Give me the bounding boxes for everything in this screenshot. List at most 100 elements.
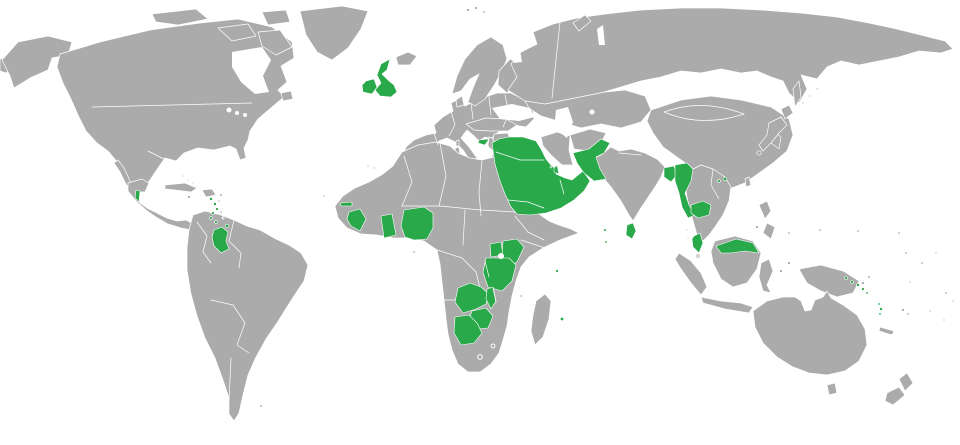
aral-sea (589, 109, 595, 115)
great-lake-2 (235, 111, 239, 115)
south-america (186, 210, 309, 422)
micronesia-2 (818, 228, 822, 232)
botswana (453, 314, 483, 346)
comoros (519, 294, 523, 298)
tonga-1 (928, 309, 932, 313)
bahamas-2 (186, 178, 190, 182)
marshall (934, 251, 938, 255)
border-nepal (618, 152, 642, 156)
country-border-lines (91, 21, 745, 401)
sri-lanka (625, 222, 637, 240)
caspian-sea (555, 107, 573, 138)
new-britain (861, 281, 865, 285)
singapore-ring (696, 254, 700, 258)
nigeria (400, 206, 434, 241)
solomon-5 (865, 291, 869, 295)
kuril-1 (801, 101, 805, 105)
malaysia-peninsular (691, 232, 704, 254)
lesotho-enclave (477, 354, 483, 360)
vanuatu-2 (879, 307, 883, 311)
zambia (454, 282, 490, 314)
pakistan (572, 138, 611, 182)
moluccas-1 (779, 269, 783, 273)
cyprus (477, 138, 490, 146)
falkland-islands (259, 404, 263, 408)
hudson-bay (232, 47, 271, 94)
white-sea (512, 50, 522, 63)
baffin-island (257, 29, 293, 56)
solomon-3 (856, 283, 860, 287)
border-us-mexico (147, 150, 175, 163)
hispaniola (201, 188, 217, 198)
eswatini-enclave (490, 343, 496, 349)
border-ural (551, 21, 561, 99)
nauru (904, 251, 908, 255)
maldives-1 (603, 228, 607, 232)
canary-2 (372, 166, 376, 170)
antilles-green-1 (209, 197, 213, 201)
arctic-island-1 (151, 8, 209, 26)
honshu (758, 116, 788, 152)
newfoundland (280, 90, 294, 102)
bahrain (549, 165, 553, 169)
border-mongolia-north (663, 105, 745, 115)
madagascar (530, 293, 552, 346)
kuril-2 (808, 94, 812, 98)
vanuatu-1 (877, 302, 881, 306)
north-america (56, 18, 295, 197)
border-sudan-chad (462, 209, 466, 246)
micronesia-4 (897, 231, 901, 235)
micronesia-3 (856, 229, 860, 233)
sulawesi (758, 258, 774, 294)
antilles-green-3 (215, 207, 219, 211)
moluccas-2 (787, 261, 791, 265)
solomon-1 (844, 276, 848, 280)
denmark (455, 95, 465, 108)
kyushu (756, 150, 762, 156)
malaysia-east (715, 238, 760, 254)
canary-1 (366, 164, 370, 168)
arctic-island-3 (261, 9, 291, 26)
sakhalin (792, 80, 802, 108)
baja-california (113, 159, 132, 187)
ghana (380, 213, 397, 239)
macau (717, 179, 721, 183)
australia (752, 290, 868, 376)
maldives-2 (604, 240, 608, 244)
border-south-america-2 (228, 219, 242, 269)
border-europe-2 (448, 110, 456, 137)
tasmania (826, 382, 838, 396)
vanuatu-3 (878, 312, 882, 316)
water-features (226, 25, 605, 138)
new-zealand-north (898, 372, 914, 392)
border-saudi-yemen (507, 199, 545, 209)
overlay-features (477, 253, 700, 360)
arabian-peninsula-group (491, 136, 591, 216)
india (586, 146, 666, 222)
border-africa-2 (438, 142, 447, 207)
alaska (1, 35, 73, 89)
border-europe-3 (470, 102, 474, 120)
kiribati (920, 261, 924, 265)
micronesia-1 (787, 231, 791, 235)
corsica (455, 139, 460, 147)
new-guinea (798, 264, 860, 298)
arctic-island-2 (217, 23, 257, 42)
border-us-canada (91, 102, 253, 108)
java (700, 296, 754, 314)
svalbard-1 (466, 8, 470, 12)
border-ethiopia (514, 215, 545, 241)
border-sahel (401, 205, 516, 213)
hokkaido (780, 104, 794, 120)
great-britain (374, 58, 398, 98)
central-america (127, 178, 194, 231)
ob-gulf (597, 25, 605, 45)
seychelles (555, 269, 559, 273)
cambodia (690, 200, 712, 219)
russia-siberia (507, 7, 954, 106)
sumatra (674, 252, 708, 296)
black-sea (492, 104, 535, 121)
border-south-america-1 (196, 221, 212, 264)
border-iraq-saudi (495, 151, 545, 161)
